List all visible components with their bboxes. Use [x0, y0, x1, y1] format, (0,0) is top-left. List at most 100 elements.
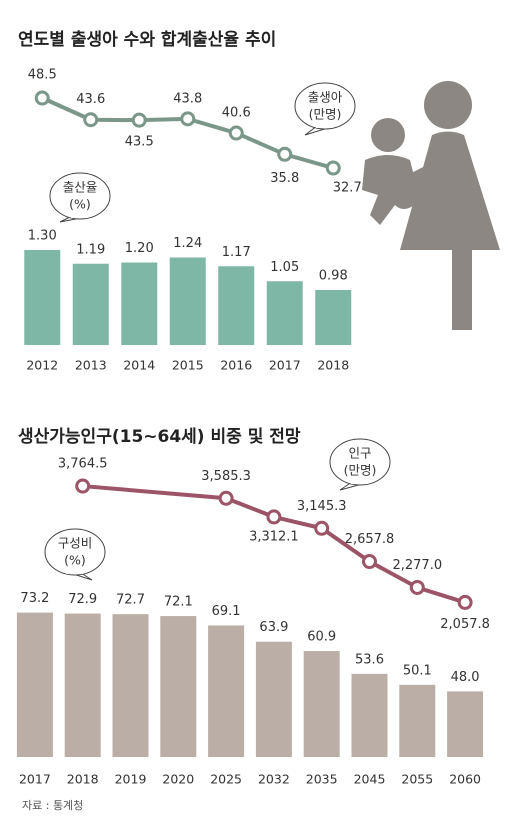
data-label: 32.7	[333, 181, 362, 196]
callout-bubble	[329, 438, 391, 486]
callout-mask	[66, 568, 83, 574]
data-label: 48.0	[451, 670, 480, 685]
line-marker	[325, 160, 341, 176]
line-marker	[228, 125, 244, 141]
data-label: 43.5	[125, 135, 154, 150]
data-label: 72.7	[116, 593, 145, 608]
chart-title: 생산가능인구(15~64세) 비중 및 전망	[18, 427, 301, 447]
callout-bubble	[44, 528, 106, 576]
x-tick-label: 2013	[75, 358, 107, 373]
data-label: 2,657.8	[345, 532, 395, 547]
bar	[266, 281, 303, 345]
line-marker	[409, 579, 425, 595]
bar	[24, 250, 61, 345]
chart-title: 연도별 출생아 수와 합계출산율 추이	[18, 29, 276, 50]
data-label: 1.19	[76, 242, 105, 257]
data-label: 72.9	[68, 592, 97, 607]
x-tick-label: 2020	[162, 772, 194, 787]
data-label: 73.2	[20, 591, 49, 606]
x-tick-label: 2018	[67, 772, 99, 787]
source: 자료 : 통계청	[22, 799, 83, 812]
bar	[447, 691, 484, 757]
bar	[303, 651, 340, 757]
data-label: 72.1	[164, 595, 193, 610]
x-tick-label: 2017	[19, 772, 51, 787]
data-label: 35.8	[270, 171, 299, 186]
bar	[255, 641, 292, 757]
data-label: 1.05	[270, 260, 299, 275]
bar	[351, 673, 388, 757]
series-name: 출산율	[63, 180, 98, 195]
bar	[72, 263, 109, 345]
bar	[112, 614, 149, 757]
data-label: 3,585.3	[201, 469, 251, 484]
line-marker	[34, 90, 50, 106]
data-label: 40.6	[222, 106, 251, 121]
line-marker	[131, 112, 147, 128]
data-label: 1.30	[28, 229, 57, 244]
x-tick-label: 2025	[210, 772, 242, 787]
data-label: 1.20	[125, 241, 154, 256]
bar	[16, 612, 53, 757]
bar	[121, 262, 158, 345]
data-label: 2,277.0	[392, 558, 442, 573]
data-label: 53.6	[355, 652, 384, 667]
x-tick-label: 2014	[123, 358, 155, 373]
line-marker	[180, 111, 196, 127]
line-marker	[362, 554, 377, 570]
bar	[399, 684, 436, 757]
bar	[169, 257, 206, 345]
bar	[208, 625, 245, 757]
data-label: 3,145.3	[297, 499, 347, 514]
data-label: 43.6	[76, 92, 105, 107]
line-marker	[266, 509, 282, 525]
series-name: 인구	[348, 446, 371, 461]
x-tick-label: 2019	[115, 772, 147, 787]
x-tick-label: 2035	[306, 772, 338, 787]
series-unit: (만명)	[309, 107, 342, 122]
data-label: 1.24	[173, 236, 202, 251]
data-label: 43.8	[173, 91, 202, 106]
callout-mask	[71, 212, 88, 218]
x-tick-label: 2060	[449, 772, 481, 787]
line-marker	[314, 520, 330, 536]
x-tick-label: 2032	[258, 772, 290, 787]
line-marker	[83, 112, 99, 128]
data-label: 63.9	[259, 620, 288, 635]
data-label: 3,312.1	[249, 529, 299, 544]
data-label: 3,764.5	[58, 457, 108, 472]
x-tick-label: 2055	[401, 772, 433, 787]
data-label: 69.1	[212, 604, 241, 619]
data-label: 1.17	[222, 245, 251, 260]
data-label: 50.1	[403, 663, 432, 678]
series-unit: (만명)	[344, 463, 377, 478]
data-label: 0.98	[319, 269, 348, 284]
x-tick-label: 2012	[26, 358, 58, 373]
line-marker	[457, 594, 473, 610]
callout-mask	[351, 478, 368, 484]
line-marker	[277, 146, 293, 162]
mother-baby-icon	[362, 81, 500, 330]
callout-bubble	[49, 172, 111, 220]
data-label: 48.5	[28, 68, 57, 83]
series-unit: (%)	[69, 197, 91, 212]
x-tick-label: 2017	[269, 358, 301, 373]
series-unit: (%)	[64, 553, 86, 568]
data-label: 2,057.8	[440, 617, 490, 632]
callout-bubble	[294, 82, 356, 130]
x-tick-label: 2016	[220, 358, 252, 373]
x-tick-label: 2045	[354, 772, 386, 787]
bar	[315, 290, 352, 345]
series-name: 구성비	[58, 536, 93, 551]
x-tick-label: 2015	[172, 358, 204, 373]
bar	[160, 616, 197, 757]
bar	[64, 613, 101, 757]
bar	[218, 266, 255, 345]
series-name: 출생아	[308, 90, 343, 105]
line-marker	[218, 490, 234, 506]
line-marker	[75, 478, 91, 494]
callout-mask	[316, 122, 333, 128]
x-tick-label: 2018	[317, 358, 349, 373]
data-label: 60.9	[307, 630, 336, 645]
